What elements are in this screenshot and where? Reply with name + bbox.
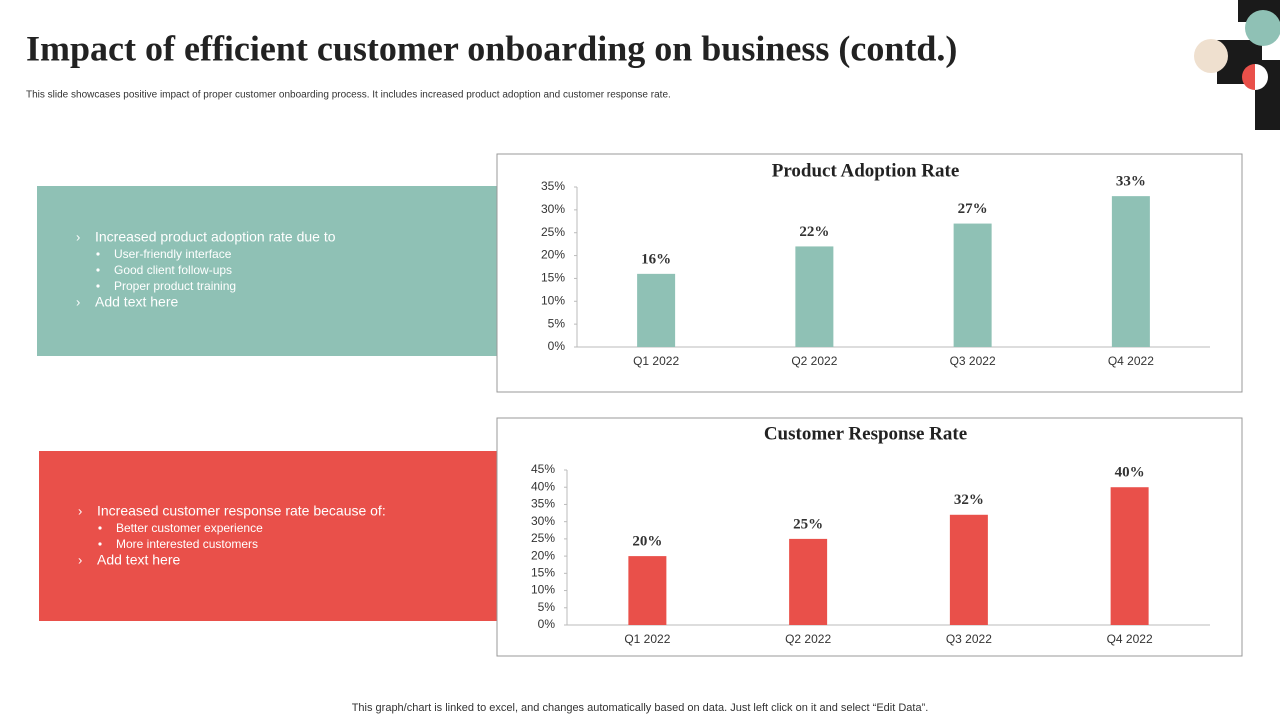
bar [1110,487,1149,625]
bullet-text: Add text here [95,294,178,310]
y-tick-label: 5% [548,316,566,330]
value-label: 33% [1116,174,1146,190]
sub-bullet-text: User-friendly interface [114,247,232,261]
bullet-text: Increased product adoption rate due to [95,229,336,245]
bullet-text: Add text here [97,552,180,568]
value-label: 32% [954,492,984,508]
y-tick-label: 35% [541,179,565,193]
x-tick-label: Q4 2022 [1108,354,1154,368]
x-tick-label: Q2 2022 [791,354,837,368]
sub-bullet-dot [98,542,102,546]
chart-title: Customer Response Rate [764,423,967,444]
y-tick-label: 10% [541,293,565,307]
bullet-marker: › [76,229,80,244]
value-label: 16% [641,251,671,267]
bar [949,514,988,625]
y-tick-label: 0% [548,339,566,353]
y-tick-label: 5% [538,600,556,614]
y-tick-label: 30% [541,202,565,216]
y-tick-label: 15% [541,271,565,285]
bar [795,246,834,347]
y-tick-label: 30% [531,514,555,528]
chart-title: Product Adoption Rate [772,160,960,181]
panel [39,451,497,621]
subtitle: This slide showcases positive impact of … [26,90,671,101]
sub-bullet-text: Proper product training [114,279,236,293]
y-tick-label: 40% [531,479,555,493]
bullet-text: Increased customer response rate because… [97,503,386,519]
value-label: 22% [799,224,829,240]
bullet-marker: › [76,294,80,309]
bar [789,538,828,625]
bar [953,223,992,347]
y-tick-label: 20% [531,548,555,562]
value-label: 20% [632,534,662,550]
footer: This graph/chart is linked to excel, and… [352,702,929,714]
sub-bullet-text: Good client follow-ups [114,263,232,277]
sub-bullet-text: More interested customers [116,537,258,551]
x-tick-label: Q3 2022 [950,354,996,368]
bar [628,556,667,625]
value-label: 25% [793,516,823,532]
x-tick-label: Q4 2022 [1107,632,1153,646]
bar [1111,196,1150,347]
decor [1245,10,1280,46]
x-tick-label: Q3 2022 [946,632,992,646]
value-label: 40% [1115,465,1145,481]
sub-bullet-dot [96,284,100,288]
sub-bullet-text: Better customer experience [116,521,263,535]
decor [1242,64,1255,90]
sub-bullet-dot [98,526,102,530]
y-tick-label: 15% [531,566,555,580]
y-tick-label: 35% [531,497,555,511]
decor [1255,64,1268,90]
x-tick-label: Q1 2022 [633,354,679,368]
x-tick-label: Q2 2022 [785,632,831,646]
value-label: 27% [958,201,988,217]
sub-bullet-dot [96,268,100,272]
y-tick-label: 20% [541,248,565,262]
sub-bullet-dot [96,252,100,256]
y-tick-label: 25% [541,225,565,239]
title: Impact of efficient customer onboarding … [26,28,957,68]
y-tick-label: 25% [531,531,555,545]
x-tick-label: Q1 2022 [624,632,670,646]
y-tick-label: 10% [531,583,555,597]
bullet-marker: › [78,552,82,567]
panel [37,186,497,356]
decor [1194,39,1228,73]
bullet-marker: › [78,503,82,518]
y-tick-label: 0% [538,617,556,631]
y-tick-label: 45% [531,462,555,476]
bar [637,273,676,347]
